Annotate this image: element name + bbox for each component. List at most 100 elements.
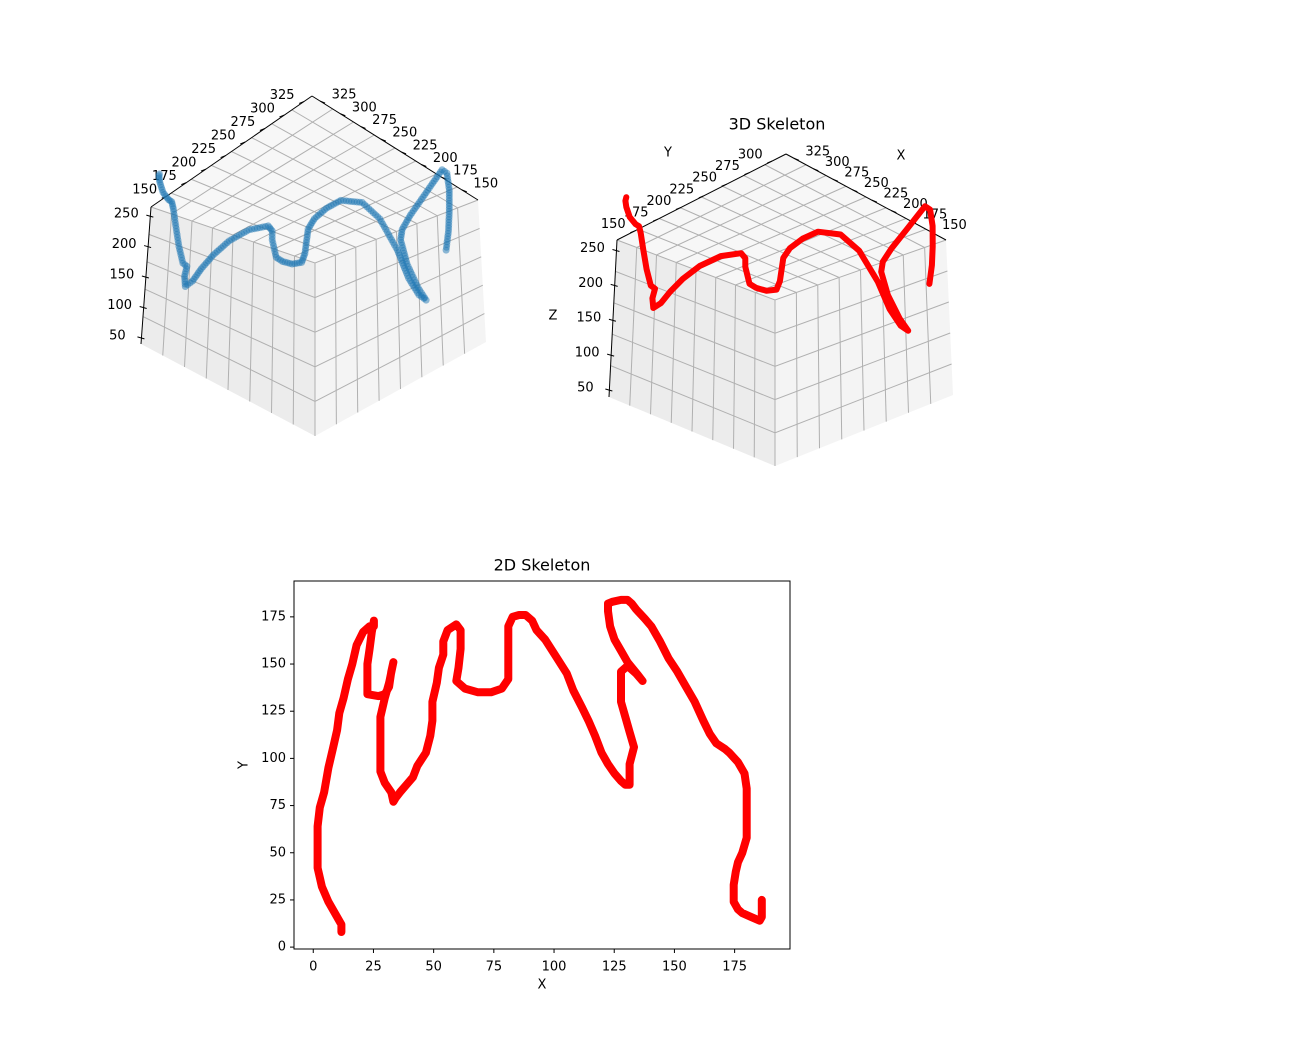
x-tick-label: 250	[392, 126, 417, 141]
x-tick	[871, 199, 878, 203]
x-tick-label: 50	[425, 960, 442, 975]
z-tick	[605, 388, 613, 392]
grid-line	[227, 234, 234, 391]
z-axis-line	[140, 206, 152, 345]
z-tick	[139, 305, 147, 309]
y-tick-label: 0	[278, 940, 286, 955]
grid-line	[162, 213, 172, 356]
x-tick	[319, 100, 326, 104]
z-tick	[143, 245, 152, 249]
grid-line	[271, 248, 275, 414]
x-tick-label: 250	[864, 176, 889, 191]
y-tick	[630, 230, 636, 234]
x-tick-label: 25	[365, 960, 382, 975]
grid-line	[735, 218, 907, 286]
skeleton-line	[313, 595, 766, 936]
y-tick	[298, 100, 305, 104]
grid-line	[251, 137, 418, 225]
chart-title: 2D Skeleton	[494, 556, 591, 575]
x-tick-label: 175	[453, 164, 478, 179]
y-axis-line	[150, 95, 313, 208]
z-tick-label: 200	[578, 276, 603, 291]
y-tick-label: 275	[715, 159, 740, 174]
y-tick-label: 150	[601, 217, 626, 232]
y-tick-label: 150	[132, 183, 157, 198]
grid-line	[753, 292, 756, 458]
grid-line	[817, 284, 820, 449]
z-tick-label: 50	[577, 381, 594, 396]
x-tick-label: 100	[542, 960, 567, 975]
y-tick	[744, 172, 750, 176]
grid-line	[838, 277, 843, 440]
y-tick	[652, 218, 659, 222]
y-tick-label: 300	[250, 101, 275, 116]
y-tick-label: 25	[269, 892, 286, 907]
z-tick-label: 200	[112, 237, 137, 252]
skeleton-2d-chart: 0 25 50 75 100 125 150 175 0 25 50 75 100 125 150 175 2D…	[237, 556, 791, 993]
y-tick-label: 300	[738, 147, 763, 162]
z-tick	[612, 248, 620, 252]
y-tick-label: 125	[261, 704, 286, 719]
z-tick-label: 250	[114, 207, 139, 222]
grid-line	[271, 123, 438, 217]
y-tick	[698, 195, 704, 199]
grid-line	[733, 284, 736, 449]
x-tick-label: 325	[332, 88, 357, 103]
chart-title: 3D Skeleton	[729, 115, 826, 134]
x-tick-label: 125	[602, 960, 627, 975]
x-tick-label: 300	[825, 155, 850, 170]
y-tick-label: 200	[647, 194, 672, 209]
y-tick-label: 50	[269, 845, 286, 860]
z-tick	[141, 275, 150, 279]
grid-line	[924, 247, 932, 404]
x-tick-label: 75	[486, 960, 503, 975]
y-tick	[181, 182, 187, 186]
y-tick	[200, 168, 207, 172]
x-tick-label: 150	[942, 218, 967, 233]
grid-line	[629, 247, 638, 406]
grid-line	[184, 220, 193, 368]
x-tick-label: 225	[883, 187, 908, 202]
z-tick	[606, 353, 615, 357]
y-tick	[721, 183, 727, 187]
y-tick-label: 75	[269, 798, 286, 813]
skeleton-3d-chart: 1501752002252502753001501752002252502753…	[549, 115, 967, 466]
skeleton-line	[622, 194, 936, 334]
grid-line	[334, 255, 337, 425]
grid-line	[375, 239, 380, 401]
y-tick-label: 100	[261, 751, 286, 766]
data-point	[155, 170, 163, 178]
grid-line	[795, 292, 798, 458]
grid-line	[650, 254, 657, 415]
x-tick	[852, 189, 858, 193]
scatter-3d-chart: 1501752002252502753003251501752002252502…	[107, 88, 498, 436]
x-tick-label: 275	[844, 166, 869, 181]
y-axis-label: Y	[237, 761, 252, 770]
z-tick-label: 250	[580, 241, 605, 256]
z-tick	[608, 318, 617, 322]
y-tick-label: 275	[230, 115, 255, 130]
grid-line	[860, 269, 865, 431]
top-pane	[151, 96, 478, 263]
y-tick-label: 175	[261, 609, 286, 624]
y-tick	[675, 206, 682, 210]
z-axis-line	[608, 239, 618, 398]
x-axis-label: X	[897, 149, 906, 164]
grid-line	[691, 269, 697, 432]
x-axis-line	[785, 153, 947, 241]
x-tick-label: 175	[722, 960, 747, 975]
grid-line	[273, 173, 437, 250]
grid-line	[764, 164, 925, 248]
x-tick-label: 325	[805, 145, 830, 160]
x-tick	[380, 138, 387, 142]
grid-line	[249, 241, 254, 402]
grid-line	[743, 175, 904, 256]
grid-line	[712, 277, 717, 441]
z-tick-label: 150	[576, 311, 601, 326]
y-tick-label: 325	[270, 88, 295, 103]
y-tick-label: 250	[211, 129, 236, 144]
x-tick-label: 0	[309, 960, 317, 975]
y-tick	[220, 155, 226, 159]
x-tick-label: 150	[473, 176, 498, 191]
y-axis-label: Y	[663, 146, 672, 161]
